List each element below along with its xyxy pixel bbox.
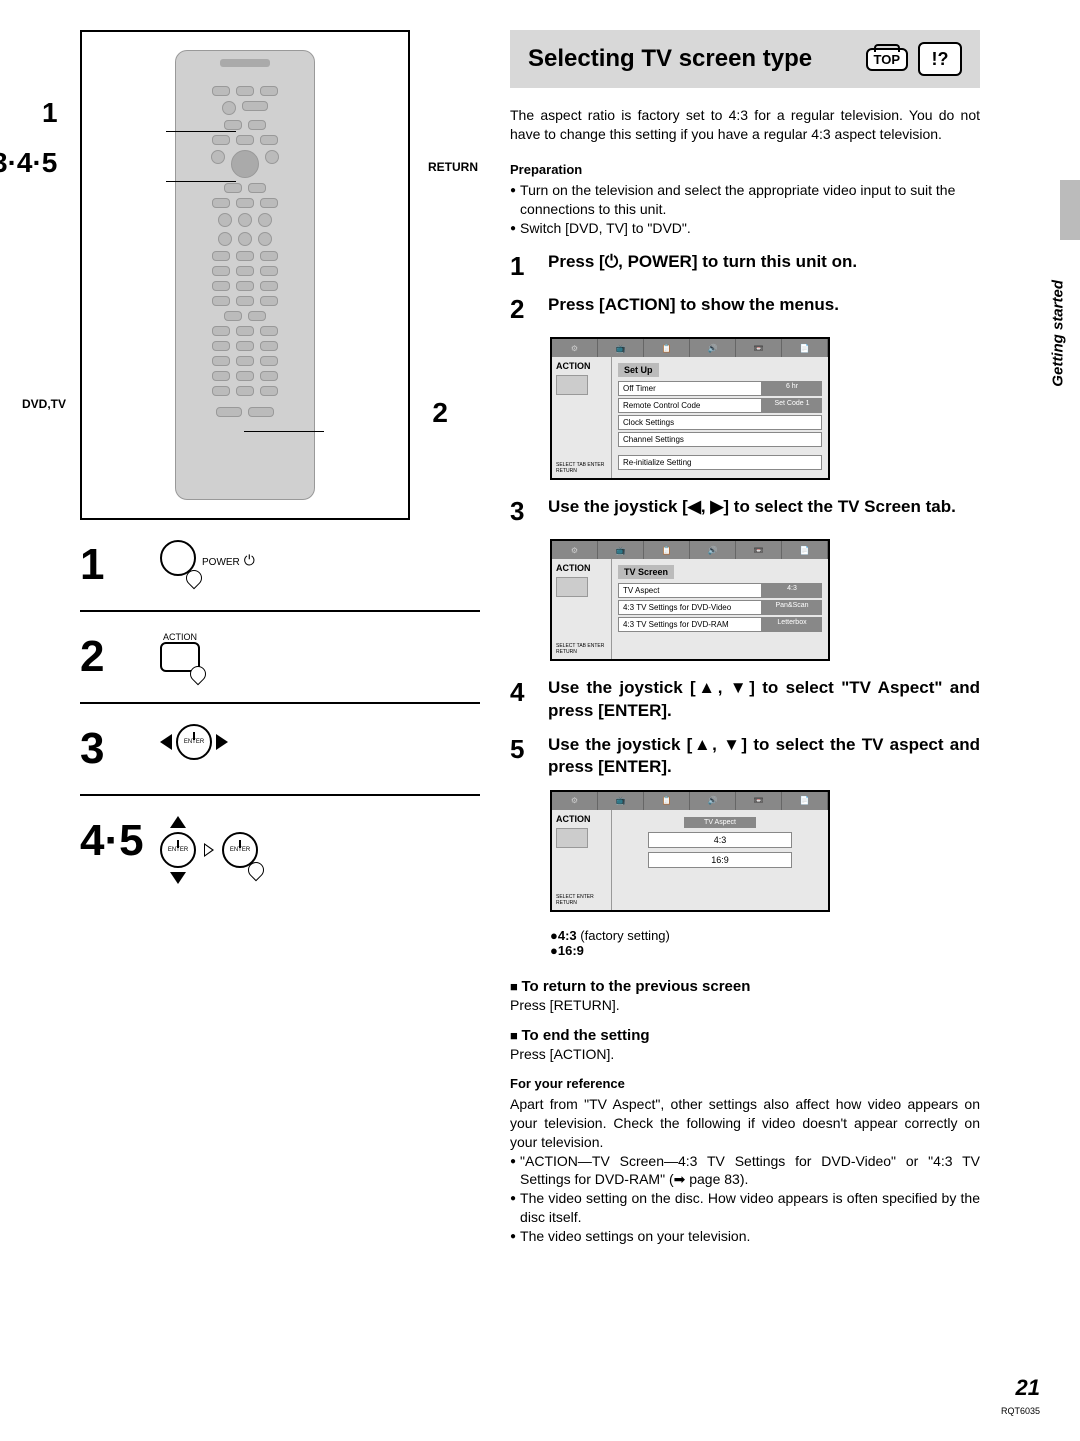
step-num: 1 xyxy=(510,251,534,282)
end-text: Press [ACTION]. xyxy=(510,1046,980,1062)
power-button-icon xyxy=(160,540,196,576)
ref-item: The video setting on the disc. How video… xyxy=(520,1189,980,1227)
menu-item: Remote Control Code xyxy=(618,398,762,413)
step-num: 4·5 xyxy=(80,816,140,866)
step-num: 1 xyxy=(80,540,140,590)
step-num: 3 xyxy=(510,496,534,527)
left-step-2: 2 ACTION xyxy=(80,610,480,702)
leader-345: 3·4·5 xyxy=(0,147,57,179)
ref-item: The video settings on your television. xyxy=(520,1227,750,1246)
menu-item: Channel Settings xyxy=(618,432,822,447)
menu-action-label: ACTION xyxy=(556,814,607,824)
side-tab xyxy=(1060,180,1080,240)
arrow-up-icon xyxy=(170,816,186,828)
menu-value: Set Code 1 xyxy=(762,398,822,413)
menu-nav-hint: SELECT ENTER RETURN xyxy=(556,894,607,906)
device-icon xyxy=(556,828,588,848)
document-code: RQT6035 xyxy=(1001,1406,1040,1416)
device-icon xyxy=(556,577,588,597)
step-2: 2 Press [ACTION] to show the menus. xyxy=(510,294,980,325)
menu-title: Set Up xyxy=(618,363,659,377)
ref-intro: Apart from "TV Aspect", other settings a… xyxy=(510,1095,980,1152)
menu-nav-hint: SELECT TAB ENTER RETURN xyxy=(556,643,607,655)
menu-value: Pan&Scan xyxy=(762,600,822,615)
tvscreen-menu-screenshot: ⚙📺📋🔊📼📄 ACTION SELECT TAB ENTER RETURN TV… xyxy=(550,539,830,661)
label-return: RETURN xyxy=(428,160,478,174)
menu-nav-hint: SELECT TAB ENTER RETURN xyxy=(556,462,607,474)
tvaspect-menu-screenshot: ⚙📺📋🔊📼📄 ACTION SELECT ENTER RETURN TV Asp… xyxy=(550,790,830,912)
power-symbol-icon: ⏻ xyxy=(244,552,255,568)
remote-body xyxy=(175,50,315,500)
menu-action-label: ACTION xyxy=(556,361,607,371)
label-dvdtv: DVD,TV xyxy=(22,397,66,411)
reference-body: Apart from "TV Aspect", other settings a… xyxy=(510,1095,980,1246)
reference-heading: For your reference xyxy=(510,1076,980,1091)
preparation-heading: Preparation xyxy=(510,162,980,177)
step-text: Press [⏻, POWER] to turn this unit on. xyxy=(548,251,980,282)
menu-option: 16:9 xyxy=(648,852,792,868)
action-button-icon xyxy=(160,642,200,672)
preparation-list: Turn on the television and select the ap… xyxy=(510,181,980,238)
page-number: 21 xyxy=(1016,1375,1040,1401)
left-step-3: 3 ENTER xyxy=(80,702,480,794)
section-label: Getting started xyxy=(1050,280,1067,387)
enter-joystick-icon: ENTER xyxy=(160,832,196,868)
enter-joystick-icon: ENTER xyxy=(176,724,212,760)
menu-value: 6 hr xyxy=(762,381,822,396)
end-heading: To end the setting xyxy=(510,1027,980,1044)
menu-item: Clock Settings xyxy=(618,415,822,430)
remote-diagram: 1 3·4·5 2 RETURN DVD,TV xyxy=(80,30,410,520)
step-num: 5 xyxy=(510,734,534,778)
step-text: Use the joystick [▲, ▼] to select "TV As… xyxy=(548,677,980,721)
return-text: Press [RETURN]. xyxy=(510,997,980,1013)
help-icon: !? xyxy=(918,42,962,76)
step-num: 3 xyxy=(80,724,140,774)
arrow-right-icon xyxy=(216,734,228,750)
prep-item: Switch [DVD, TV] to "DVD". xyxy=(520,219,691,238)
step-num: 4 xyxy=(510,677,534,721)
section-title-bar: Selecting TV screen type TOP !? xyxy=(510,30,980,88)
step-1: 1 Press [⏻, POWER] to turn this unit on. xyxy=(510,251,980,282)
menu-item: 4:3 TV Settings for DVD-Video xyxy=(618,600,762,615)
leader-1: 1 xyxy=(42,97,58,129)
left-step-1: 1 POWER ⏻ xyxy=(80,520,480,610)
menu-item: TV Aspect xyxy=(618,583,762,598)
menu-value: 4:3 xyxy=(762,583,822,598)
arrow-down-icon xyxy=(170,872,186,884)
menu-option: 4:3 xyxy=(648,832,792,848)
menu-item: Off Timer xyxy=(618,381,762,396)
menu-item: Re-initialize Setting xyxy=(618,455,822,470)
step-3: 3 Use the joystick [◀, ▶] to select the … xyxy=(510,496,980,527)
left-step-45: 4·5 ENTER ENTER xyxy=(80,794,480,904)
leader-2: 2 xyxy=(432,397,448,429)
aspect-notes: ●4:3 (factory setting) ●16:9 xyxy=(550,928,980,958)
ref-item: "ACTION—TV Screen—4:3 TV Settings for DV… xyxy=(520,1152,980,1190)
step-text: Use the joystick [▲, ▼] to select the TV… xyxy=(548,734,980,778)
setup-menu-screenshot: ⚙📺📋🔊📼📄 ACTION SELECT TAB ENTER RETURN Se… xyxy=(550,337,830,480)
step-num: 2 xyxy=(510,294,534,325)
step-4: 4 Use the joystick [▲, ▼] to select "TV … xyxy=(510,677,980,721)
power-label: POWER xyxy=(202,557,240,568)
prep-item: Turn on the television and select the ap… xyxy=(520,181,980,219)
step-text: Press [ACTION] to show the menus. xyxy=(548,294,980,325)
return-heading: To return to the previous screen xyxy=(510,978,980,995)
step-5: 5 Use the joystick [▲, ▼] to select the … xyxy=(510,734,980,778)
menu-value: Letterbox xyxy=(762,617,822,632)
intro-text: The aspect ratio is factory set to 4:3 f… xyxy=(510,106,980,144)
device-icon xyxy=(556,375,588,395)
menu-action-label: ACTION xyxy=(556,563,607,573)
menu-title: TV Aspect xyxy=(684,817,756,828)
section-title: Selecting TV screen type xyxy=(528,45,812,73)
top-icon: TOP xyxy=(866,48,909,71)
step-num: 2 xyxy=(80,632,140,682)
action-label: ACTION xyxy=(163,632,197,642)
arrow-left-icon xyxy=(160,734,172,750)
menu-title: TV Screen xyxy=(618,565,674,579)
enter-joystick-press-icon: ENTER xyxy=(222,832,258,868)
menu-item: 4:3 TV Settings for DVD-RAM xyxy=(618,617,762,632)
step-text: Use the joystick [◀, ▶] to select the TV… xyxy=(548,496,980,527)
